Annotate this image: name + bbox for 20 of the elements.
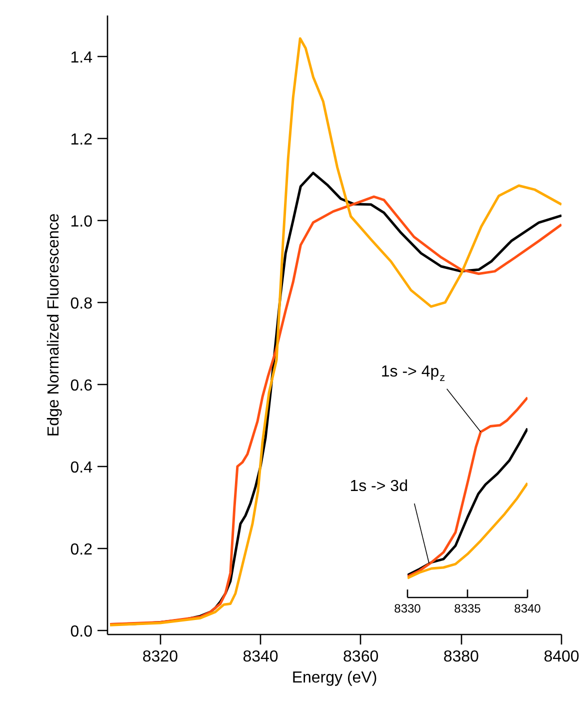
line-series bbox=[108, 37, 562, 626]
x-tick-label: 8330 bbox=[394, 602, 422, 616]
y-tick-label: 0.6 bbox=[70, 377, 93, 394]
annotation: 1s -> 3d bbox=[350, 478, 408, 495]
y-tick-label: 0.0 bbox=[70, 623, 93, 640]
y-tick-label: 1.2 bbox=[70, 131, 93, 148]
y-tick-label: 0.4 bbox=[70, 459, 93, 476]
x-tick-label: 8340 bbox=[514, 602, 542, 616]
x-axis-title: Energy (eV) bbox=[292, 670, 378, 686]
y-tick-label: 1.0 bbox=[70, 213, 93, 230]
x-tick-label: 8400 bbox=[544, 648, 580, 666]
x-tick-label: 8320 bbox=[142, 648, 178, 666]
x-tick-label: 8335 bbox=[454, 602, 482, 616]
y-axis-title: Edge Normalized Fluorescence bbox=[45, 213, 62, 437]
x-tick-label: 8380 bbox=[443, 648, 480, 666]
y-tick-label: 0.8 bbox=[70, 295, 93, 312]
x-tick-label: 8340 bbox=[242, 648, 278, 666]
y-tick-label: 0.2 bbox=[70, 541, 93, 558]
x-tick-label: 8360 bbox=[343, 648, 379, 666]
y-tick-label: 1.4 bbox=[70, 49, 93, 66]
